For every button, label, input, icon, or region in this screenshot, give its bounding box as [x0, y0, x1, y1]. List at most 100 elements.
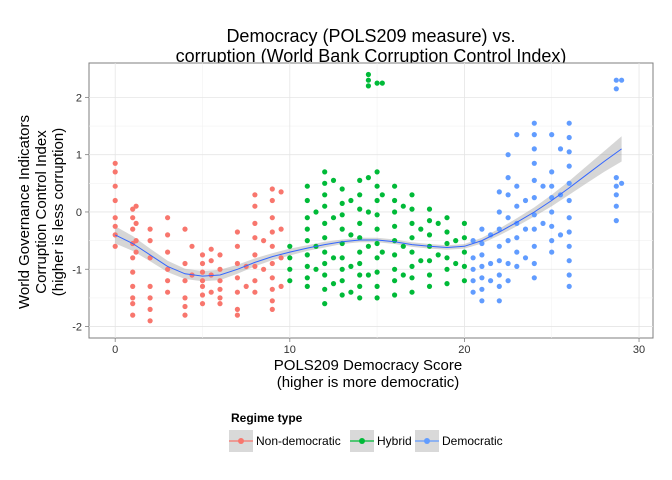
point-non-democratic	[165, 249, 171, 255]
point-democratic	[566, 243, 572, 249]
point-non-democratic	[217, 278, 223, 284]
point-non-democratic	[112, 160, 118, 166]
point-democratic	[613, 192, 619, 198]
point-democratic	[496, 189, 502, 195]
point-non-democratic	[199, 292, 206, 298]
point-democratic	[613, 86, 619, 92]
point-democratic	[531, 146, 537, 152]
point-non-democratic	[252, 263, 258, 269]
point-hybrid	[426, 218, 433, 224]
point-hybrid	[287, 255, 293, 261]
point-non-democratic	[252, 289, 258, 295]
point-non-democratic	[261, 266, 267, 272]
point-democratic	[496, 283, 502, 289]
point-hybrid	[392, 197, 398, 204]
point-hybrid	[461, 263, 467, 269]
point-democratic	[496, 272, 502, 278]
point-hybrid	[379, 192, 385, 198]
point-hybrid	[357, 295, 363, 301]
y-axis-title-line-3: (higher is less corruption)	[50, 128, 67, 296]
point-democratic	[479, 286, 485, 292]
point-hybrid	[392, 266, 398, 272]
point-hybrid	[453, 260, 459, 267]
point-hybrid	[444, 281, 450, 287]
point-democratic	[531, 212, 537, 218]
point-non-democratic	[208, 246, 214, 252]
plot-panel	[88, 62, 654, 339]
point-hybrid	[461, 220, 467, 226]
point-hybrid	[357, 260, 363, 267]
point-democratic	[505, 215, 511, 221]
legend-label-democratic: Democratic	[442, 434, 503, 448]
x-axis-title-line-2: (higher is more democratic)	[277, 374, 460, 391]
y-tick-label: 2	[76, 92, 82, 104]
confidence-band-area	[115, 136, 622, 282]
point-non-democratic	[130, 312, 136, 318]
point-hybrid	[426, 258, 433, 264]
point-hybrid	[357, 249, 363, 255]
point-hybrid	[379, 249, 385, 255]
point-hybrid	[322, 203, 328, 209]
point-non-democratic	[278, 283, 284, 289]
y-axis-title-line-1: World Governance Indicators	[16, 115, 33, 309]
point-hybrid	[322, 220, 328, 226]
point-hybrid	[339, 200, 345, 206]
point-hybrid	[374, 226, 380, 232]
y-tick-label: 1	[76, 150, 82, 162]
point-non-democratic	[112, 183, 118, 189]
point-non-democratic	[217, 266, 223, 272]
point-hybrid	[426, 206, 433, 212]
point-democratic	[557, 232, 564, 238]
point-non-democratic	[217, 252, 223, 258]
point-democratic	[470, 266, 476, 272]
point-non-democratic	[147, 255, 153, 261]
point-democratic	[514, 183, 520, 189]
point-non-democratic	[278, 189, 284, 195]
point-hybrid	[444, 255, 450, 261]
point-hybrid	[409, 275, 415, 281]
point-democratic	[470, 238, 476, 244]
point-hybrid	[357, 283, 363, 289]
point-non-democratic	[199, 260, 206, 267]
point-democratic	[505, 278, 511, 284]
point-hybrid	[392, 223, 398, 229]
point-hybrid	[400, 243, 406, 249]
point-democratic	[531, 120, 537, 126]
point-hybrid	[348, 232, 354, 238]
point-hybrid	[444, 215, 450, 221]
point-non-democratic	[252, 278, 258, 284]
point-hybrid	[348, 197, 354, 204]
point-hybrid	[339, 292, 345, 298]
point-democratic	[479, 226, 485, 232]
point-hybrid	[313, 266, 319, 272]
point-non-democratic	[208, 258, 214, 264]
point-hybrid	[435, 220, 441, 226]
point-non-democratic	[269, 186, 275, 192]
point-non-democratic	[182, 260, 188, 267]
point-non-democratic	[199, 301, 206, 307]
point-hybrid	[374, 212, 380, 218]
chart-title-line-2: corruption (World Bank Corruption Contro…	[176, 46, 567, 66]
point-hybrid	[374, 283, 380, 289]
point-democratic	[531, 160, 537, 166]
point-hybrid	[392, 292, 398, 298]
point-democratic	[540, 183, 546, 189]
point-hybrid	[374, 80, 380, 86]
point-democratic	[496, 243, 502, 249]
point-democratic	[496, 226, 502, 232]
point-non-democratic	[112, 169, 118, 175]
point-hybrid	[287, 243, 293, 249]
point-non-democratic	[278, 226, 284, 232]
chart-title-line-1: Democracy (POLS209 measure) vs.	[226, 26, 515, 46]
x-tick-label: 30	[633, 344, 645, 356]
point-hybrid	[304, 252, 310, 258]
point-democratic	[522, 197, 529, 204]
point-non-democratic	[208, 289, 214, 295]
point-hybrid	[357, 177, 363, 183]
y-tick-label: -2	[72, 322, 82, 334]
point-democratic	[531, 195, 537, 201]
point-hybrid	[374, 183, 380, 189]
point-democratic	[505, 238, 511, 244]
point-democratic	[496, 298, 502, 304]
point-non-democratic	[130, 226, 136, 232]
